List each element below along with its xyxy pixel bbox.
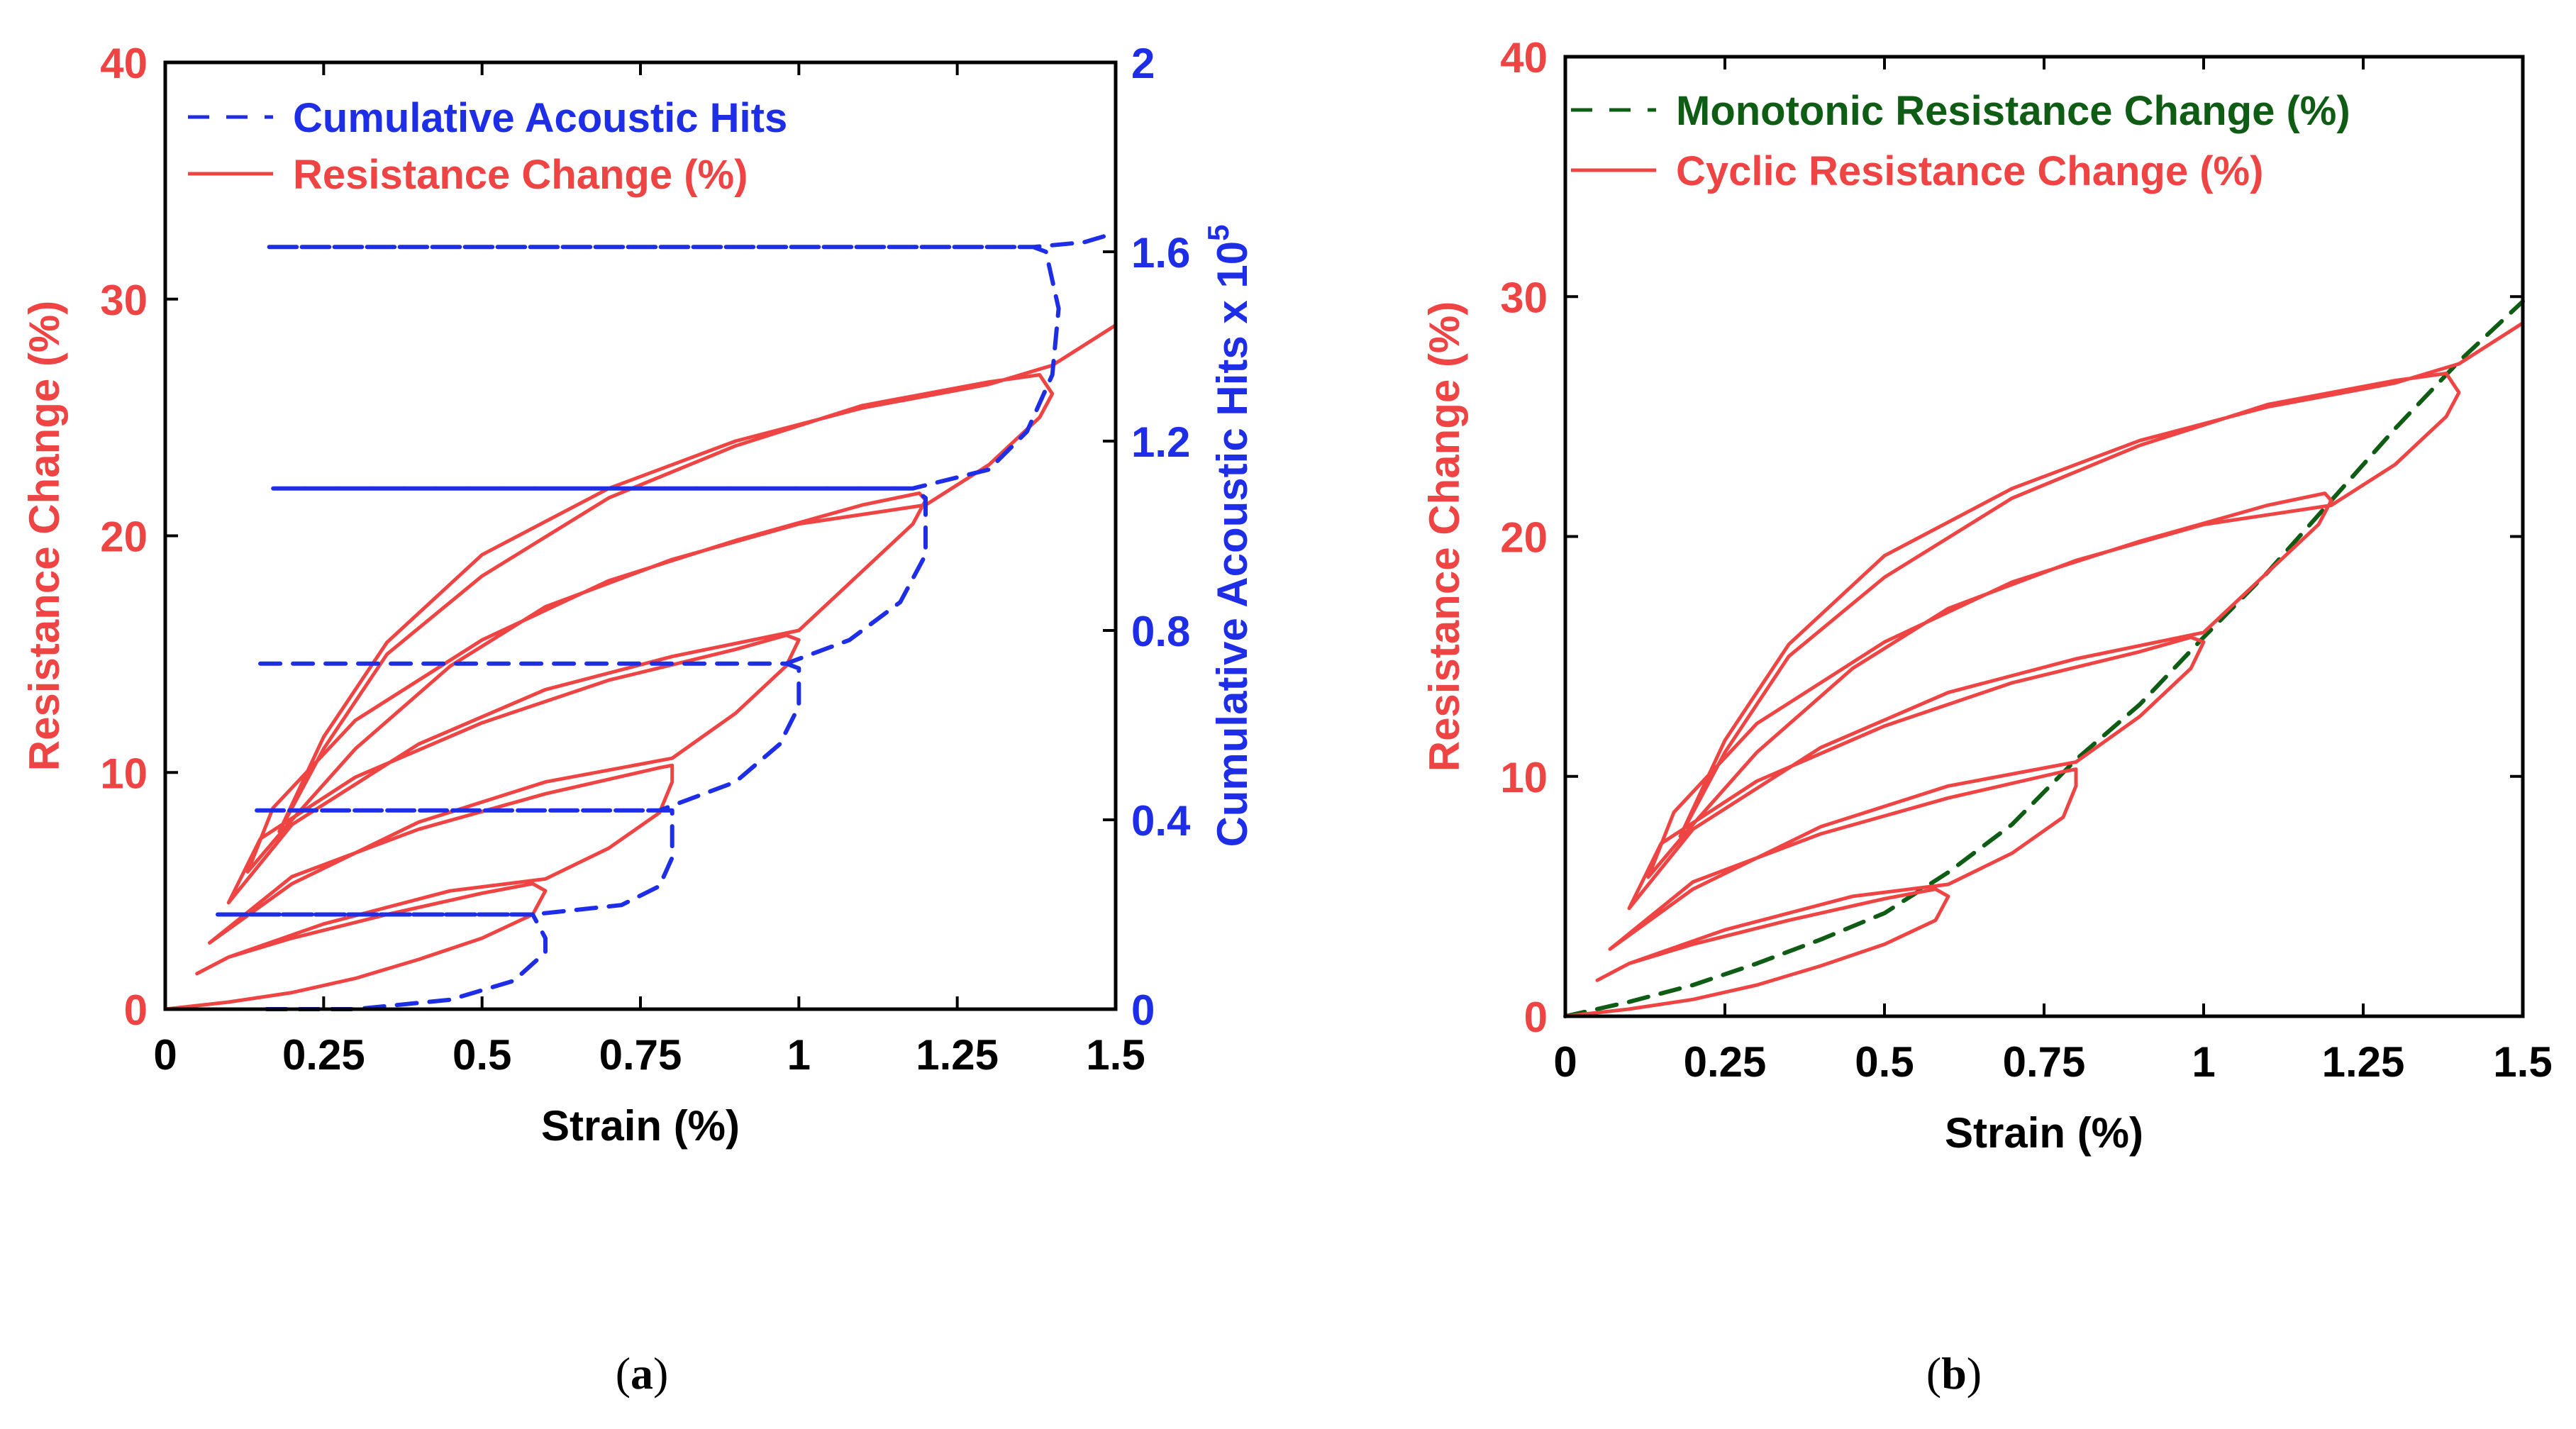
x-tick-label: 1 — [2192, 1038, 2215, 1086]
legend-label-2: Cyclic Resistance Change (%) — [1676, 148, 2263, 194]
y2-tick-label: 1.2 — [1131, 418, 1190, 466]
y-tick-label: 10 — [1500, 754, 1548, 801]
x-tick-label: 0.75 — [599, 1031, 682, 1079]
y-tick-label: 40 — [1500, 34, 1548, 82]
x-tick-label: 0 — [1553, 1038, 1577, 1086]
y-axis-title: Resistance Change (%) — [21, 301, 68, 772]
y2-axis-title-exponent: 5 — [1201, 224, 1235, 240]
x-tick-label: 0 — [153, 1031, 177, 1079]
panel-b: 0 0.25 0.5 0.75 1 1.25 1.5 0 10 20 30 40 Strain (%) R… — [1421, 34, 2553, 1157]
series-line-2 — [213, 230, 1118, 1011]
x-tick-label: 0.25 — [1684, 1038, 1767, 1086]
y2-tick-label: 0 — [1131, 986, 1155, 1034]
y-tick-label: 0 — [124, 986, 148, 1034]
y-tick-label: 10 — [100, 750, 148, 797]
x-tick-label: 0.75 — [2003, 1038, 2086, 1086]
panel-a-label: (a) — [616, 1348, 669, 1399]
legend-label-1: Cumulative Acoustic Hits — [293, 95, 787, 141]
x-tick-label: 1.25 — [2322, 1038, 2405, 1086]
x-tick-label: 0.25 — [282, 1031, 365, 1079]
x-tick-label: 1.25 — [916, 1031, 999, 1079]
legend-label-2: Resistance Change (%) — [293, 152, 748, 198]
x-axis-title: Strain (%) — [1945, 1109, 2143, 1157]
x-tick-label: 1.5 — [2493, 1038, 2552, 1086]
x-tick-label: 1.5 — [1086, 1031, 1145, 1079]
y-tick-label: 40 — [100, 40, 148, 87]
y-axis-title: Resistance Change (%) — [1421, 301, 1468, 772]
panel-b-label: (b) — [1926, 1348, 1982, 1399]
panel-a-letter: a — [631, 1348, 653, 1399]
y2-tick-label: 0.8 — [1131, 608, 1190, 655]
series-line-1 — [163, 323, 1118, 1011]
x-tick-label: 1 — [787, 1031, 811, 1079]
y-tick-label: 20 — [1500, 514, 1548, 562]
panel-b-letter: b — [1941, 1348, 1967, 1399]
series-line-2 — [1563, 321, 2525, 1018]
y2-axis-title: Cumulative Acoustic Hits x 105 — [1201, 224, 1256, 847]
y2-tick-label: 2 — [1131, 40, 1155, 87]
legend-label-1: Monotonic Resistance Change (%) — [1676, 88, 2350, 134]
y-tick-label: 30 — [100, 277, 148, 324]
x-axis-title: Strain (%) — [541, 1102, 740, 1150]
series-line-1 — [1563, 299, 2525, 1018]
y-tick-label: 0 — [1524, 994, 1548, 1041]
panel-a: 0 0.25 0.5 0.75 1 1.25 1.501020304000.40.81.21… — [21, 40, 1256, 1150]
x-tick-label: 0.5 — [453, 1031, 511, 1079]
y2-tick-label: 0.4 — [1131, 797, 1191, 845]
y2-axis-title-text: Cumulative Acoustic Hits x 10 — [1209, 241, 1256, 847]
x-tick-label: 0.5 — [1855, 1038, 1914, 1086]
y2-tick-label: 1.6 — [1131, 229, 1190, 277]
y-tick-label: 30 — [1500, 274, 1548, 321]
y-tick-label: 20 — [100, 513, 148, 561]
